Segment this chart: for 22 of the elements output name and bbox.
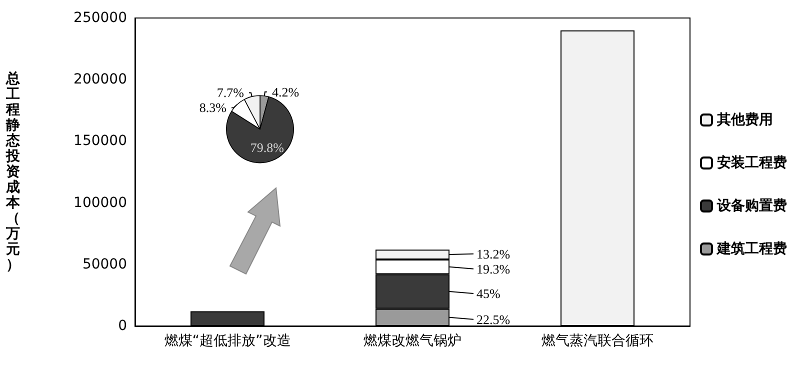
legend-label: 建筑工程费 — [716, 241, 787, 257]
legend-label: 设备购置费 — [716, 198, 787, 214]
x-tick-label: 燃气蒸汽联合循环 — [542, 333, 654, 349]
data-label: 7.7% — [216, 85, 244, 100]
y-tick-label: 0 — [118, 318, 127, 334]
x-tick-label: 燃煤改燃气锅炉 — [364, 333, 462, 349]
y-tick-label: 150000 — [74, 133, 127, 150]
legend-label: 安装工程费 — [717, 154, 787, 171]
data-label: 79.8% — [250, 140, 284, 156]
x-tick-label: 燃煤“超低排放”改造 — [164, 333, 291, 349]
y-tick-label: 200000 — [74, 72, 127, 88]
annotation: 13.2% — [476, 246, 510, 262]
annotation: 19.3% — [476, 261, 510, 276]
y-tick-label: 50000 — [82, 256, 127, 272]
text: 总工程静态投资成本（万元） — [6, 71, 20, 273]
annotation: 45% — [476, 286, 500, 302]
annotation: 22.5% — [476, 312, 510, 327]
legend-label: 其他费用 — [716, 112, 773, 128]
data-label: 4.2% — [272, 84, 300, 100]
data-label: 8.3% — [199, 100, 227, 116]
y-tick-label: 250000 — [74, 10, 127, 26]
y-tick-label: 100000 — [74, 194, 127, 211]
